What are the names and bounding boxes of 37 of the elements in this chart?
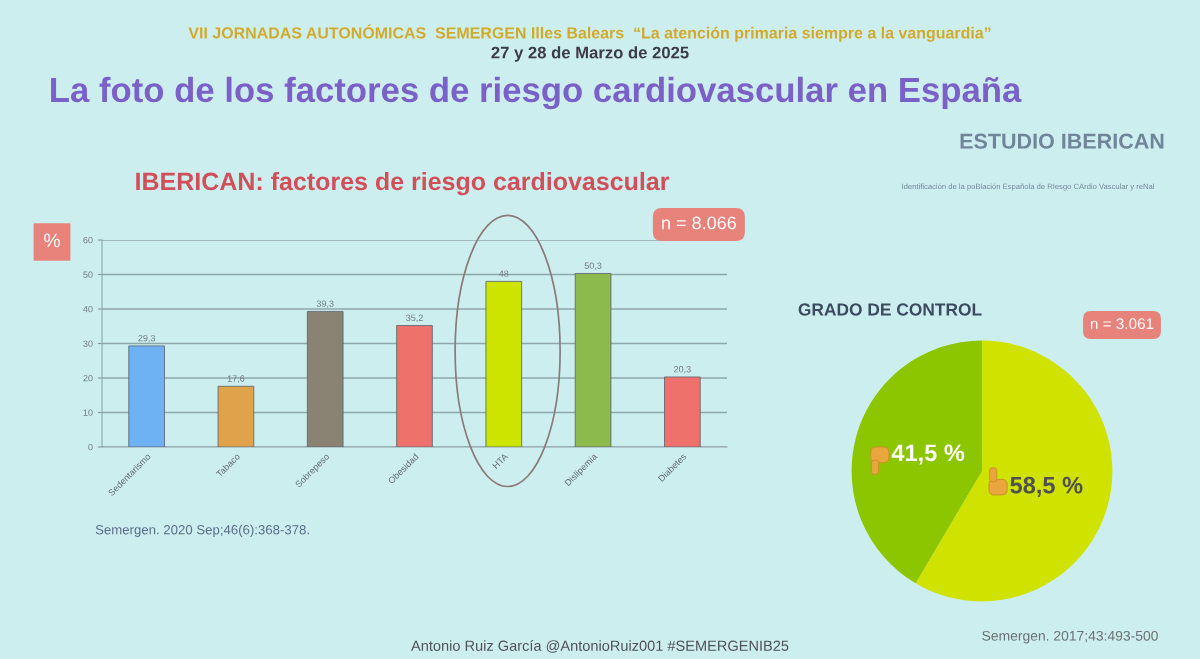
chart-title: GRADO DE CONTROL: [798, 303, 982, 316]
bar: [306, 310, 344, 447]
bar: [574, 273, 612, 447]
text: VII JORNADAS AUTONÓMICAS SEMERGEN Illes Balears “La atención primaria siempre a la vanguardia”: [188, 24, 991, 42]
y-tick-label: 20: [83, 374, 93, 382]
text: Antonio Ruiz García @AntonioRuiz001 #SEMERGENIB25: [411, 640, 789, 653]
data-label: 35,2: [406, 314, 423, 323]
y-tick-label: 60: [83, 236, 93, 244]
data-label: 48: [498, 270, 509, 277]
y-tick-label: 40: [83, 305, 93, 313]
text: Semergen. 2020 Sep;46(6):368-378.: [95, 524, 309, 537]
pie-slice: [851, 340, 982, 584]
data-label: 50,3: [584, 262, 602, 270]
data-label: 20,3: [674, 366, 691, 374]
text: ESTUDIO IBERICAN: [960, 133, 1164, 149]
text: 27 y 28 de Marzo de 2025: [491, 46, 689, 62]
y-tick-label: 10: [83, 409, 93, 416]
text: n = 3.061: [1090, 318, 1154, 330]
bar: [485, 280, 523, 447]
text: n = 8.066: [662, 216, 736, 230]
bar: [128, 345, 165, 447]
bar: [217, 385, 255, 447]
data-label: 39,3: [316, 300, 334, 308]
x-tick-label: HTA: [492, 452, 509, 469]
text: Semergen. 2017;43:493-500: [982, 630, 1158, 644]
y-axis-title: %: [44, 233, 60, 248]
y-tick-label: 50: [83, 271, 93, 278]
data-label: 58,5 %: [1010, 476, 1083, 497]
data-label: 41,5 %: [891, 444, 965, 465]
data-label: 29,3: [138, 334, 156, 343]
bar: [664, 376, 701, 447]
y-tick-label: 0: [88, 443, 93, 451]
data-label: 17,6: [227, 375, 245, 383]
y-tick-label: 30: [83, 340, 93, 347]
bar: [396, 325, 433, 447]
chart-title: IBERICAN: factores de riesgo cardiovascular: [136, 171, 670, 196]
text: La foto de los factores de riesgo cardiovascular en España: [51, 76, 1022, 110]
